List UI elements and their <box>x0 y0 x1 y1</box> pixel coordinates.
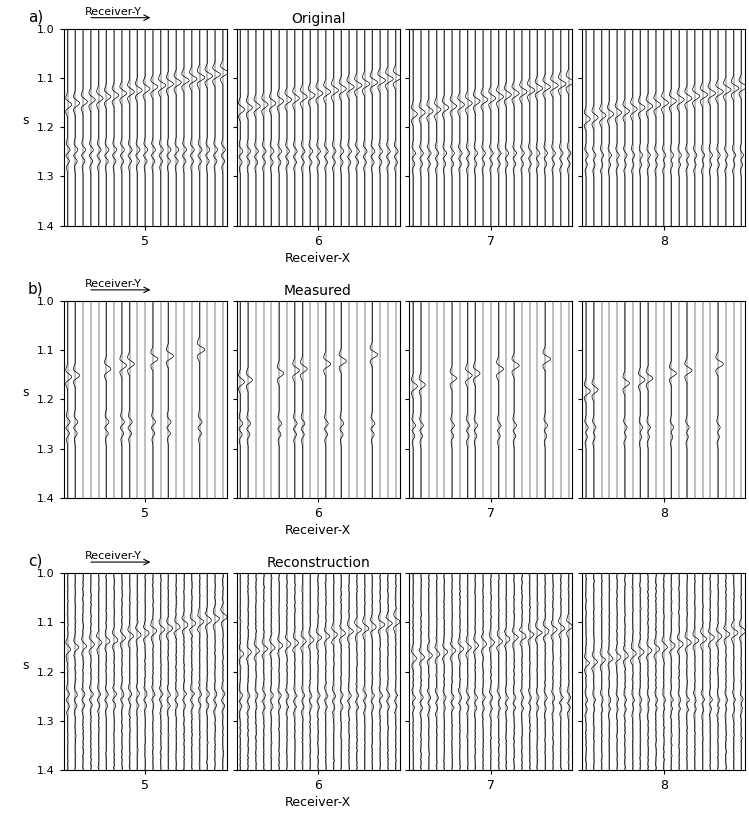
Text: c): c) <box>28 554 42 569</box>
Y-axis label: s: s <box>22 659 29 672</box>
Title: Original: Original <box>291 12 345 26</box>
Title: Reconstruction: Reconstruction <box>266 557 370 570</box>
Text: Receiver-Y: Receiver-Y <box>85 552 142 562</box>
Y-axis label: s: s <box>22 114 29 127</box>
Title: Measured: Measured <box>284 284 352 298</box>
X-axis label: Receiver-X: Receiver-X <box>285 524 351 537</box>
Text: Receiver-Y: Receiver-Y <box>85 280 142 289</box>
Y-axis label: s: s <box>22 386 29 399</box>
Text: b): b) <box>28 282 43 297</box>
Text: a): a) <box>28 10 43 24</box>
X-axis label: Receiver-X: Receiver-X <box>285 796 351 809</box>
X-axis label: Receiver-X: Receiver-X <box>285 252 351 265</box>
Text: Receiver-Y: Receiver-Y <box>85 7 142 17</box>
